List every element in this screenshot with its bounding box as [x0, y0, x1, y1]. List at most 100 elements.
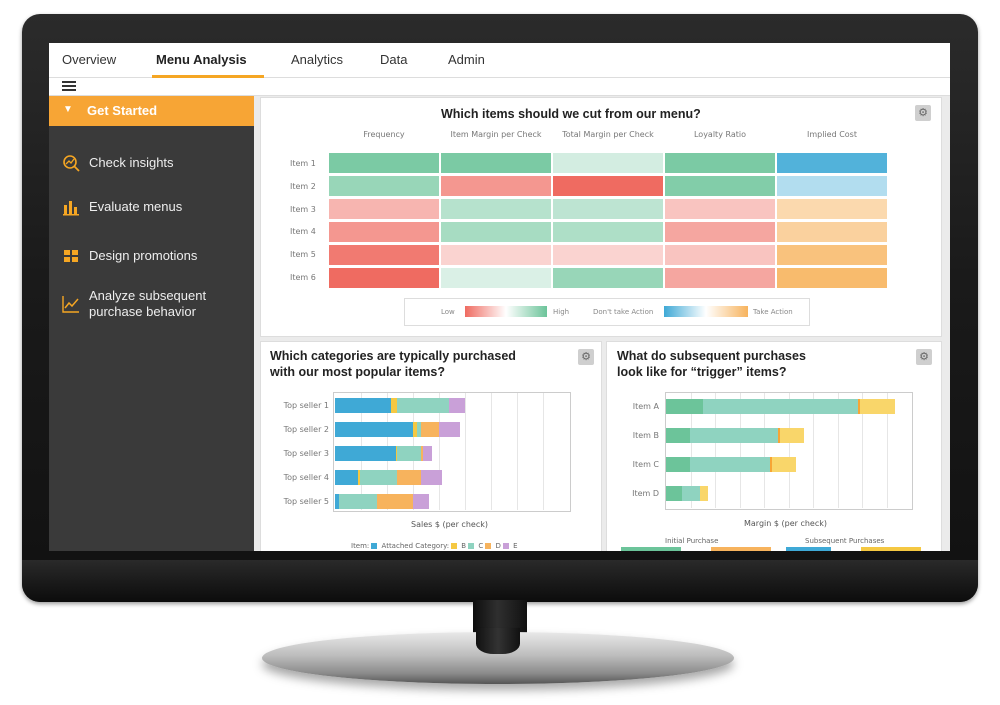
bar-segment [778, 428, 780, 443]
tab-data[interactable]: Data [380, 52, 408, 67]
heatmap-cell [777, 153, 887, 173]
trigger-legend-initial: Initial Purchase [665, 537, 719, 545]
heatmap-cell [665, 199, 775, 219]
trigger-plot-frame [665, 392, 913, 510]
sidebar: ▼ Get Started Check insights Evaluate me… [49, 96, 254, 551]
column-header-loyalty-ratio: Loyalty Ratio [693, 130, 747, 139]
legend-action-gradient [664, 306, 748, 317]
categories-x-axis-title: Sales $ (per check) [411, 520, 488, 529]
legend-low-high-gradient [465, 306, 547, 317]
hamburger-menu-icon[interactable] [62, 81, 76, 92]
bar-segment [666, 428, 690, 443]
categories-title-line-2: with our most popular items? [270, 365, 446, 379]
bar-segment [666, 486, 682, 501]
legend-swatch-c [468, 543, 475, 549]
bar-segment [390, 398, 398, 413]
trigger-panel: What do subsequent purchases look like f… [606, 341, 942, 551]
heatmap-cell [441, 222, 551, 242]
app-screen: Overview Menu Analysis Analytics Data Ad… [49, 43, 950, 551]
bar-segment [771, 457, 796, 472]
gear-icon[interactable]: ⚙ [915, 105, 931, 121]
bar-segment [420, 446, 424, 461]
bar-segment [666, 457, 690, 472]
legend-swatch-e [502, 543, 509, 549]
get-started-label: Get Started [87, 103, 158, 118]
gridline [813, 393, 814, 508]
bar-category-label: Item D [632, 489, 659, 498]
bar-segment [423, 446, 433, 461]
sidebar-item-design-promotions[interactable]: Design promotions [49, 246, 254, 268]
legend-item-label: Item: [351, 542, 370, 550]
line-chart-icon [62, 296, 79, 313]
active-tab-indicator [152, 75, 264, 78]
insights-icon [63, 155, 80, 172]
tab-admin[interactable]: Admin [448, 52, 485, 67]
bar-segment [335, 446, 397, 461]
gridline [886, 393, 888, 508]
legend-high-label: High [553, 308, 570, 316]
legend-attached-label: Attached Category: [381, 542, 450, 550]
heatmap-cell [329, 245, 439, 265]
heatmap-cell [777, 268, 887, 288]
heatmap-panel: Which items should we cut from our menu?… [260, 97, 942, 337]
bar-segment [335, 470, 359, 485]
bar-segment [702, 399, 858, 414]
bar-segment [358, 470, 360, 485]
heatmap-cell [553, 222, 663, 242]
sidebar-item-check-insights[interactable]: Check insights [49, 153, 254, 175]
bar-segment [397, 446, 421, 461]
legend-take-label: Take Action [753, 308, 793, 316]
sidebar-item-evaluate-menus[interactable]: Evaluate menus [49, 197, 254, 219]
gridline [715, 393, 716, 508]
tab-overview[interactable]: Overview [62, 52, 117, 67]
bar-category-label: Top seller 5 [283, 497, 329, 506]
row-label-item-3: Item 3 [290, 205, 316, 214]
heatmap-cell [553, 153, 663, 173]
get-started-header[interactable]: ▼ Get Started [49, 96, 254, 126]
legend-swatch-d [485, 543, 492, 549]
heatmap-cell [329, 268, 439, 288]
gear-icon[interactable]: ⚙ [578, 349, 594, 365]
bar-category-label: Item B [632, 431, 659, 440]
bar-segment [420, 470, 442, 485]
bar-category-label: Top seller 2 [283, 425, 329, 434]
heatmap-cell [329, 222, 439, 242]
tab-menu-analysis[interactable]: Menu Analysis [156, 52, 247, 67]
bar-segment [690, 457, 770, 472]
bar-segment [779, 428, 804, 443]
column-header-item-margin: Item Margin per Check [450, 130, 542, 139]
bar-segment [335, 398, 391, 413]
bar-category-label: Top seller 4 [283, 473, 329, 482]
gridline [739, 393, 741, 508]
legend-swatch-b [451, 543, 458, 549]
gridline [837, 393, 839, 508]
bar-category-label: Item A [632, 402, 659, 411]
gridline [439, 393, 440, 510]
heatmap-cell [777, 245, 887, 265]
gridline [690, 393, 692, 508]
trigger-legend-subsequent: Subsequent Purchases [805, 537, 885, 545]
heatmap-cell [329, 176, 439, 196]
bar-segment [699, 486, 708, 501]
tab-analytics[interactable]: Analytics [291, 52, 344, 67]
heatmap-cell [441, 245, 551, 265]
monitor-stand-base [262, 628, 734, 684]
bar-segment [449, 398, 465, 413]
heatmap-cell [441, 176, 551, 196]
heatmap-cell [553, 268, 663, 288]
bar-segment [338, 494, 377, 509]
bar-chart-icon [63, 201, 79, 216]
menu-bar [49, 78, 950, 96]
bar-segment [413, 422, 417, 437]
legend-e-label: E [513, 542, 518, 550]
bar-segment [439, 422, 460, 437]
trigger-x-axis-title: Margin $ (per check) [744, 519, 827, 528]
sidebar-item-label: Check insights [89, 155, 174, 170]
trigger-title-line-1: What do subsequent purchases [617, 349, 806, 363]
sidebar-item-analyze-behavior[interactable]: Analyze subsequent purchase behavior [49, 286, 254, 322]
column-header-total-margin: Total Margin per Check [562, 130, 654, 139]
column-header-frequency: Frequency [363, 130, 405, 139]
gear-icon[interactable]: ⚙ [916, 349, 932, 365]
bar-segment [770, 457, 772, 472]
sidebar-item-label: Analyze subsequent purchase behavior [89, 288, 207, 319]
